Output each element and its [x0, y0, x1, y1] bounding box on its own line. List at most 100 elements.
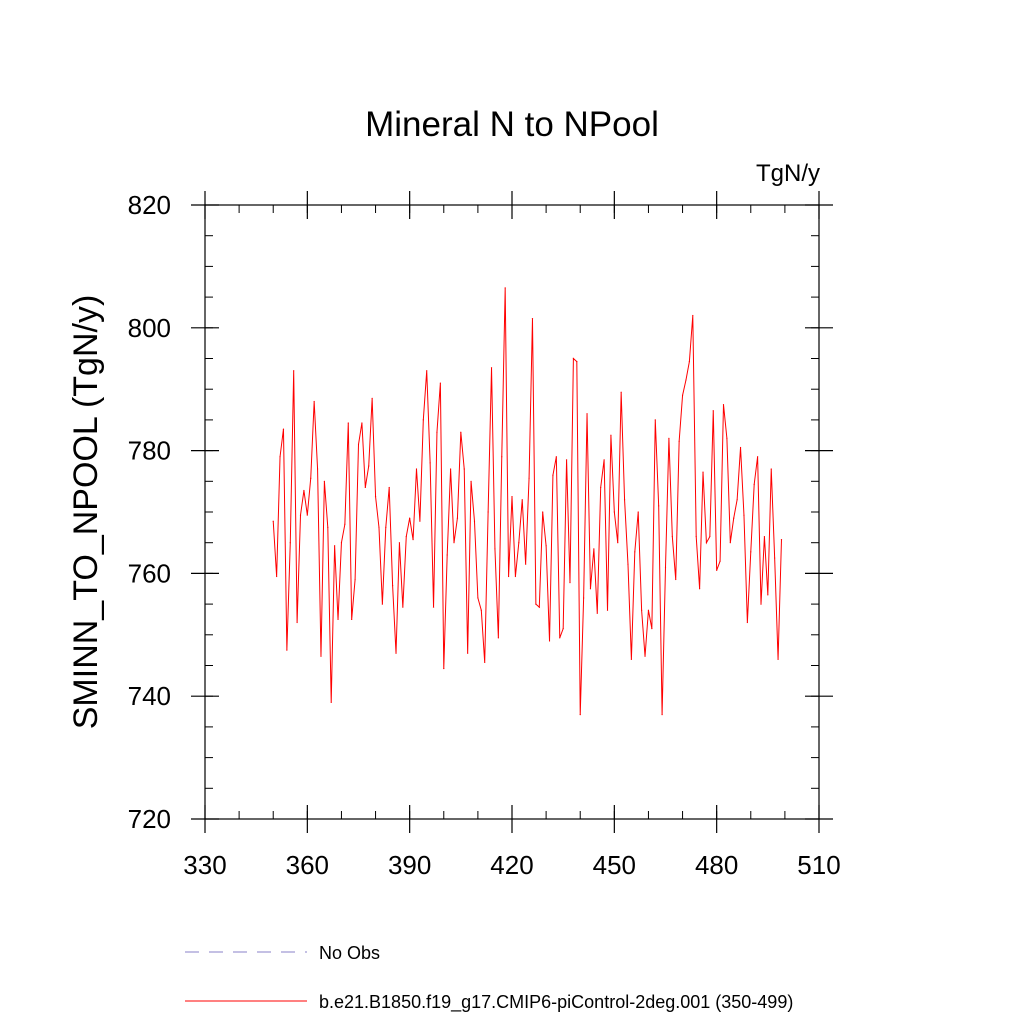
- data-point: [658, 505, 660, 507]
- data-point: [576, 360, 578, 363]
- data-point: [709, 535, 711, 538]
- data-point: [405, 535, 407, 538]
- data-point: [477, 597, 479, 599]
- legend-label-series: b.e21.B1850.f19_g17.CMIP6-piControl-2deg…: [319, 992, 793, 1013]
- data-point: [528, 477, 530, 479]
- data-point: [310, 477, 312, 479]
- data-point: [702, 471, 704, 473]
- data-point: [548, 640, 551, 642]
- data-point: [531, 317, 534, 320]
- data-point: [303, 489, 305, 492]
- data-point: [726, 437, 728, 439]
- data-point: [538, 606, 540, 608]
- data-point: [712, 410, 714, 412]
- data-point: [600, 486, 602, 489]
- data-point: [562, 628, 564, 630]
- data-point: [780, 539, 783, 541]
- data-point: [552, 474, 554, 476]
- x-tick-label: 330: [183, 850, 226, 880]
- data-point: [443, 667, 445, 670]
- data-point: [518, 542, 520, 544]
- x-tick-label: 480: [695, 850, 738, 880]
- data-point: [422, 419, 424, 421]
- data-point: [630, 658, 632, 660]
- data-point: [402, 606, 404, 608]
- data-point: [542, 511, 544, 513]
- data-point: [484, 661, 486, 664]
- data-point: [770, 468, 772, 470]
- data-point: [579, 714, 581, 716]
- data-point: [501, 456, 503, 458]
- data-point: [695, 535, 697, 538]
- data-point: [620, 391, 622, 393]
- data-point: [763, 535, 766, 538]
- data-point: [719, 560, 721, 562]
- data-point: [736, 499, 738, 501]
- data-point: [293, 370, 295, 372]
- data-point: [340, 542, 343, 544]
- data-point: [750, 551, 752, 553]
- data-point: [634, 551, 636, 553]
- data-point: [286, 649, 288, 651]
- data-point: [371, 397, 373, 400]
- data-point: [589, 588, 592, 590]
- data-point: [613, 511, 615, 513]
- data-point: [368, 465, 370, 467]
- data-point: [774, 557, 776, 559]
- y-tick-label: 720: [128, 804, 171, 834]
- data-point: [470, 480, 472, 482]
- legend-label-no-obs: No Obs: [319, 943, 380, 963]
- x-tick-label: 390: [388, 850, 431, 880]
- data-point: [753, 483, 755, 485]
- chart-title: Mineral N to NPool: [365, 105, 659, 144]
- data-point: [450, 468, 452, 470]
- data-point: [555, 456, 557, 458]
- y-tick-label: 780: [128, 436, 171, 466]
- x-tick-label: 420: [490, 850, 533, 880]
- data-point: [647, 609, 650, 611]
- data-point: [432, 606, 435, 608]
- data-point: [316, 468, 319, 470]
- tick-labels: 330 360 390 420 450 480 510 720 740 760 780 800 820: [128, 190, 841, 880]
- data-point: [617, 542, 619, 544]
- data-point: [610, 434, 612, 436]
- y-tick-label: 760: [128, 558, 171, 588]
- axis-ticks: [191, 191, 833, 833]
- data-point: [330, 701, 332, 703]
- data-point: [429, 462, 431, 464]
- data-point: [497, 637, 499, 639]
- data-point: [412, 539, 414, 541]
- data-point: [644, 655, 646, 657]
- data-point: [289, 542, 291, 544]
- data-point: [654, 419, 656, 421]
- data-point: [671, 535, 673, 538]
- data-point: [388, 486, 390, 489]
- data-point: [473, 520, 476, 522]
- data-point: [545, 545, 547, 547]
- data-point: [507, 575, 510, 578]
- data-point: [692, 314, 694, 317]
- data-point: [395, 652, 397, 654]
- data-point: [364, 486, 366, 489]
- data-point: [296, 621, 298, 624]
- data-point: [323, 480, 325, 482]
- series-layer: [272, 287, 783, 716]
- data-point: [327, 526, 329, 528]
- data-point: [282, 428, 285, 430]
- data-point: [685, 379, 687, 381]
- data-point: [661, 714, 663, 716]
- data-point: [511, 496, 513, 498]
- data-point: [494, 548, 496, 550]
- units-label: TgN/y: [756, 160, 820, 187]
- data-point: [439, 382, 441, 384]
- data-point: [456, 517, 459, 519]
- data-point: [385, 526, 387, 528]
- data-point: [664, 566, 667, 568]
- data-point: [777, 658, 779, 660]
- data-point: [276, 575, 278, 578]
- data-point: [381, 603, 383, 605]
- data-point: [572, 357, 575, 360]
- data-point: [436, 431, 438, 433]
- data-point: [463, 468, 465, 470]
- x-tick-label: 450: [593, 850, 636, 880]
